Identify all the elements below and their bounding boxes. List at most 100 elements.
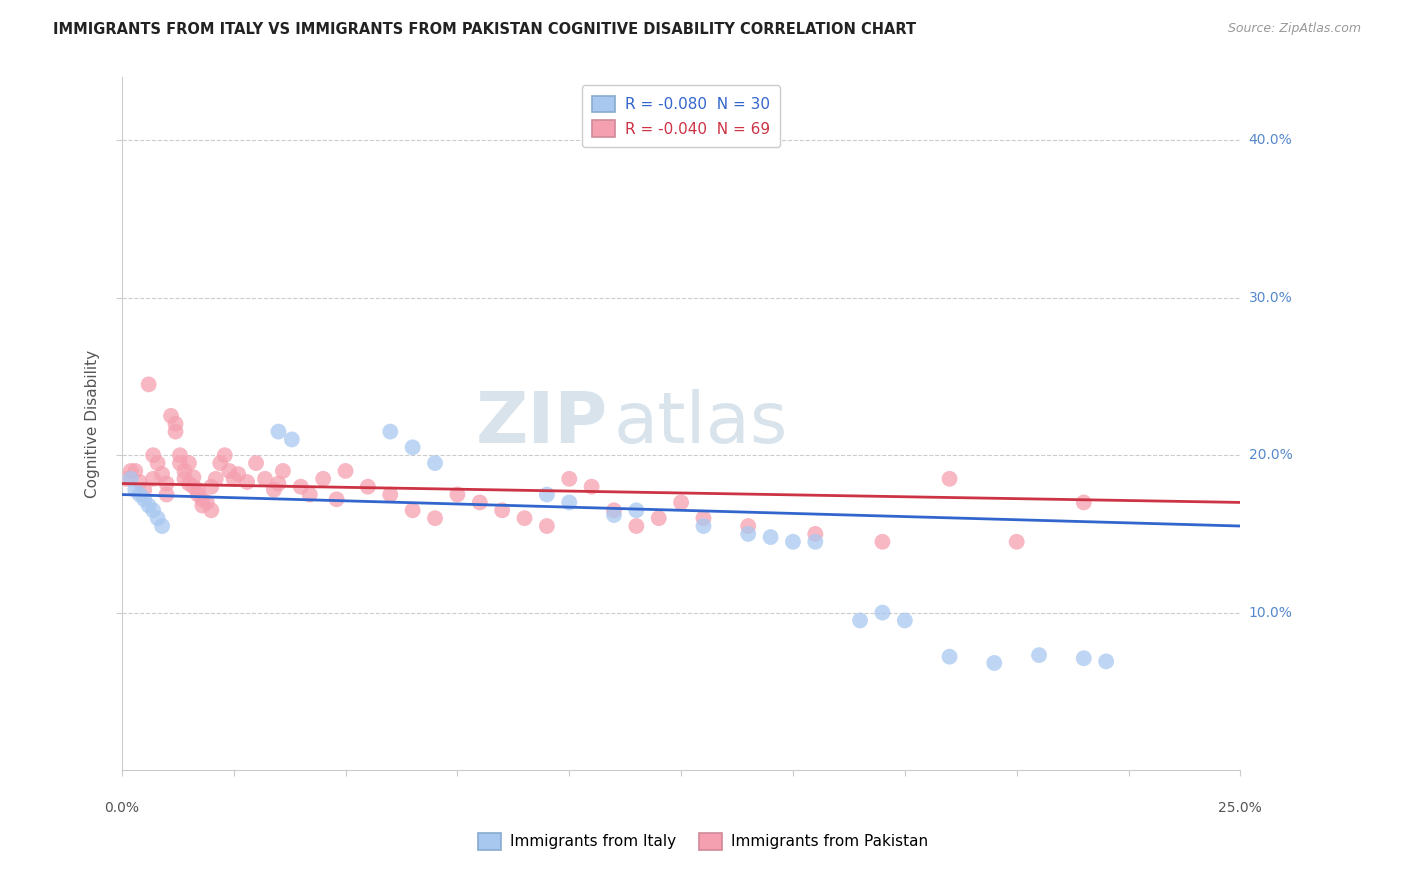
Text: 20.0%: 20.0% <box>1249 448 1292 462</box>
Point <box>1028 648 1050 662</box>
Point <box>138 499 160 513</box>
Point <box>236 475 259 489</box>
Point <box>155 487 177 501</box>
Point <box>267 476 290 491</box>
Point <box>142 503 165 517</box>
Point <box>558 495 581 509</box>
Point <box>325 492 347 507</box>
Legend: Immigrants from Italy, Immigrants from Pakistan: Immigrants from Italy, Immigrants from P… <box>472 827 934 855</box>
Point <box>603 508 626 522</box>
Point <box>335 464 357 478</box>
Point <box>1005 534 1028 549</box>
Point <box>120 464 142 478</box>
Point <box>603 503 626 517</box>
Text: 10.0%: 10.0% <box>1249 606 1292 620</box>
Point <box>759 530 782 544</box>
Point <box>146 456 169 470</box>
Point <box>1073 651 1095 665</box>
Point <box>183 480 205 494</box>
Point <box>160 409 183 423</box>
Point <box>648 511 671 525</box>
Point <box>214 448 236 462</box>
Text: 25.0%: 25.0% <box>1219 800 1263 814</box>
Point <box>423 511 446 525</box>
Point <box>692 519 714 533</box>
Point <box>142 472 165 486</box>
Point <box>142 448 165 462</box>
Point <box>253 472 276 486</box>
Point <box>267 425 290 439</box>
Point <box>165 425 187 439</box>
Point <box>468 495 491 509</box>
Point <box>737 527 759 541</box>
Point <box>134 483 156 497</box>
Point <box>983 656 1005 670</box>
Point <box>536 487 558 501</box>
Point <box>226 467 249 481</box>
Point <box>849 614 872 628</box>
Y-axis label: Cognitive Disability: Cognitive Disability <box>86 350 100 498</box>
Point <box>938 649 960 664</box>
Point <box>165 417 187 431</box>
Point <box>124 464 146 478</box>
Point <box>150 467 173 481</box>
Point <box>380 487 402 501</box>
Point <box>128 487 150 501</box>
Point <box>536 519 558 533</box>
Point <box>173 472 195 486</box>
Point <box>281 433 304 447</box>
Point <box>312 472 335 486</box>
Point <box>209 456 232 470</box>
Point <box>938 472 960 486</box>
Point <box>513 511 536 525</box>
Point <box>200 503 222 517</box>
Point <box>298 487 321 501</box>
Point <box>177 476 200 491</box>
Point <box>120 472 142 486</box>
Point <box>195 495 218 509</box>
Point <box>222 472 245 486</box>
Point <box>804 527 827 541</box>
Legend: R = -0.080  N = 30, R = -0.040  N = 69: R = -0.080 N = 30, R = -0.040 N = 69 <box>582 85 780 147</box>
Point <box>491 503 513 517</box>
Point <box>146 511 169 525</box>
Point <box>692 511 714 525</box>
Text: 30.0%: 30.0% <box>1249 291 1292 305</box>
Point <box>183 470 205 484</box>
Point <box>134 492 156 507</box>
Point <box>290 480 312 494</box>
Point <box>737 519 759 533</box>
Point <box>1095 654 1118 668</box>
Point <box>169 456 191 470</box>
Point <box>124 483 146 497</box>
Point <box>271 464 294 478</box>
Text: Source: ZipAtlas.com: Source: ZipAtlas.com <box>1227 22 1361 36</box>
Point <box>191 499 214 513</box>
Point <box>401 503 423 517</box>
Point <box>200 480 222 494</box>
Point <box>446 487 468 501</box>
Point <box>128 475 150 489</box>
Point <box>187 487 209 501</box>
Point <box>423 456 446 470</box>
Point <box>245 456 267 470</box>
Point <box>581 480 603 494</box>
Text: ZIP: ZIP <box>477 389 609 458</box>
Text: atlas: atlas <box>614 389 789 458</box>
Point <box>669 495 692 509</box>
Point <box>204 472 226 486</box>
Point <box>558 472 581 486</box>
Point <box>872 606 894 620</box>
Point <box>380 425 402 439</box>
Point <box>191 492 214 507</box>
Point <box>1073 495 1095 509</box>
Text: IMMIGRANTS FROM ITALY VS IMMIGRANTS FROM PAKISTAN COGNITIVE DISABILITY CORRELATI: IMMIGRANTS FROM ITALY VS IMMIGRANTS FROM… <box>53 22 917 37</box>
Point <box>138 377 160 392</box>
Point <box>894 614 917 628</box>
Point <box>626 503 648 517</box>
Point <box>218 464 240 478</box>
Point <box>115 472 138 486</box>
Point <box>872 534 894 549</box>
Point <box>187 483 209 497</box>
Point <box>155 476 177 491</box>
